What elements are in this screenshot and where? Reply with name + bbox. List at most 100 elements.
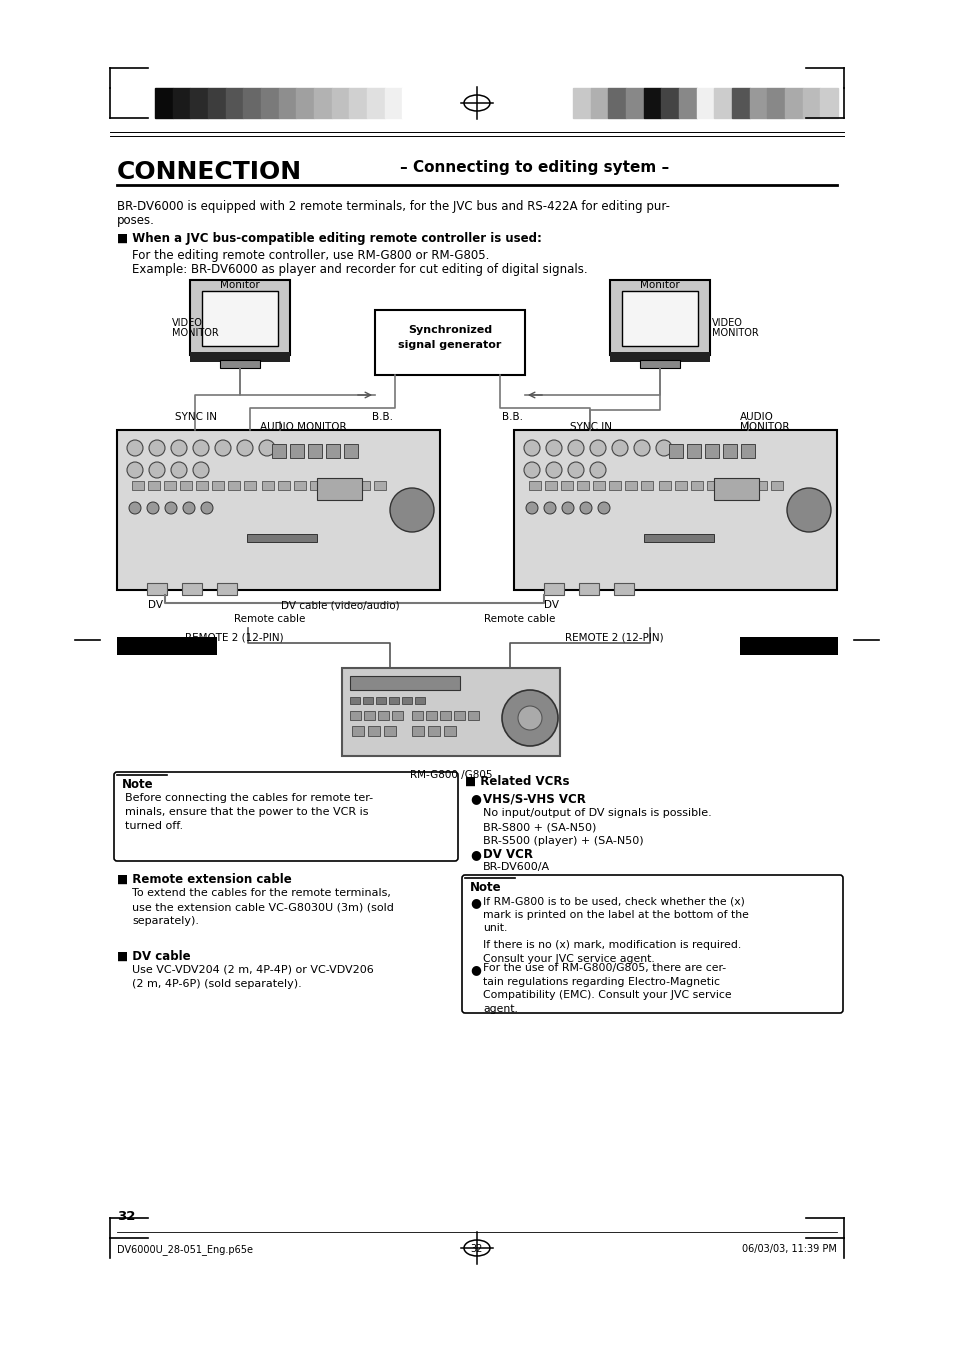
Text: VHS/S-VHS VCR: VHS/S-VHS VCR	[482, 792, 585, 805]
Bar	[668, 444, 682, 458]
Text: 06/03/03, 11:39 PM: 06/03/03, 11:39 PM	[741, 1244, 836, 1254]
Circle shape	[147, 503, 159, 513]
Bar	[801, 88, 820, 118]
Circle shape	[634, 440, 649, 457]
Bar	[412, 711, 422, 720]
Bar	[443, 725, 456, 736]
Text: Monitor: Monitor	[220, 280, 259, 290]
Bar	[713, 478, 759, 500]
Bar	[389, 697, 398, 704]
Text: – Connecting to editing sytem –: – Connecting to editing sytem –	[399, 159, 669, 176]
Circle shape	[258, 440, 274, 457]
Circle shape	[149, 462, 165, 478]
Text: MONITOR: MONITOR	[740, 422, 789, 432]
Text: SYNC IN: SYNC IN	[569, 422, 612, 432]
Bar	[696, 88, 714, 118]
Bar	[172, 88, 191, 118]
Bar	[660, 88, 679, 118]
Bar	[770, 481, 782, 490]
Circle shape	[127, 440, 143, 457]
Circle shape	[579, 503, 592, 513]
Bar	[590, 88, 608, 118]
Bar	[392, 711, 402, 720]
Text: B.B.: B.B.	[502, 412, 523, 422]
Text: MONITOR: MONITOR	[711, 328, 758, 338]
Text: AUDIO MONITOR: AUDIO MONITOR	[260, 422, 346, 432]
Bar	[577, 481, 588, 490]
Bar	[439, 711, 451, 720]
Bar	[290, 444, 304, 458]
Bar	[350, 676, 459, 690]
Circle shape	[545, 462, 561, 478]
Circle shape	[236, 440, 253, 457]
Circle shape	[523, 440, 539, 457]
FancyBboxPatch shape	[461, 875, 842, 1013]
Bar	[609, 353, 709, 362]
Text: poses.: poses.	[117, 213, 154, 227]
Circle shape	[149, 440, 165, 457]
Bar	[314, 88, 332, 118]
Bar	[608, 88, 625, 118]
Text: DV: DV	[148, 600, 163, 611]
Bar	[148, 481, 160, 490]
Bar	[384, 725, 395, 736]
Bar	[272, 444, 286, 458]
Bar	[262, 481, 274, 490]
Bar	[277, 481, 290, 490]
Bar	[514, 430, 836, 590]
Text: VIDEO: VIDEO	[172, 317, 203, 328]
Text: ●: ●	[470, 963, 480, 975]
Text: B.B.: B.B.	[372, 412, 393, 422]
Bar	[675, 481, 686, 490]
Bar	[740, 444, 754, 458]
Circle shape	[523, 462, 539, 478]
Bar	[468, 711, 478, 720]
Bar	[679, 88, 696, 118]
Bar	[643, 534, 713, 542]
Text: Synchronized: Synchronized	[408, 326, 492, 335]
Bar	[316, 478, 361, 500]
Bar	[659, 481, 670, 490]
Bar	[820, 88, 837, 118]
Bar	[243, 88, 261, 118]
Bar	[621, 290, 698, 346]
Bar	[247, 534, 316, 542]
Text: DV VCR: DV VCR	[482, 848, 533, 861]
Circle shape	[183, 503, 194, 513]
Bar	[357, 481, 370, 490]
Text: BR-DV600/A: BR-DV600/A	[482, 862, 550, 871]
Bar	[228, 481, 240, 490]
Bar	[375, 309, 524, 376]
Text: BR-DV6000 is equipped with 2 remote terminals, for the JVC bus and RS-422A for e: BR-DV6000 is equipped with 2 remote term…	[117, 200, 669, 213]
Bar	[384, 88, 402, 118]
Circle shape	[567, 440, 583, 457]
Text: Player: Player	[146, 658, 188, 671]
Bar	[714, 88, 731, 118]
Text: ●: ●	[470, 896, 480, 909]
Text: DV cable (video/audio): DV cable (video/audio)	[280, 600, 399, 611]
Bar	[560, 481, 573, 490]
Bar	[117, 430, 439, 590]
Text: RM-G800 /G805: RM-G800 /G805	[410, 770, 492, 780]
Bar	[686, 444, 700, 458]
Bar	[639, 359, 679, 367]
Text: REMOTE 2 (12-PIN): REMOTE 2 (12-PIN)	[185, 634, 283, 643]
Bar	[375, 697, 386, 704]
Text: REMOTE 2 (12-PIN): REMOTE 2 (12-PIN)	[564, 634, 663, 643]
Bar	[216, 584, 236, 594]
Bar	[147, 584, 167, 594]
Bar	[117, 638, 216, 655]
Bar	[593, 481, 604, 490]
Bar	[182, 584, 202, 594]
Bar	[364, 711, 375, 720]
Bar	[722, 444, 737, 458]
Text: DV: DV	[543, 600, 558, 611]
Text: ●: ●	[470, 792, 480, 805]
Circle shape	[545, 440, 561, 457]
Bar	[544, 481, 557, 490]
Bar	[310, 481, 322, 490]
Text: Recorder: Recorder	[758, 658, 819, 671]
Text: ■ Related VCRs: ■ Related VCRs	[464, 775, 569, 788]
Text: Before connecting the cables for remote ter-
minals, ensure that the power to th: Before connecting the cables for remote …	[125, 793, 373, 831]
Bar	[412, 725, 423, 736]
